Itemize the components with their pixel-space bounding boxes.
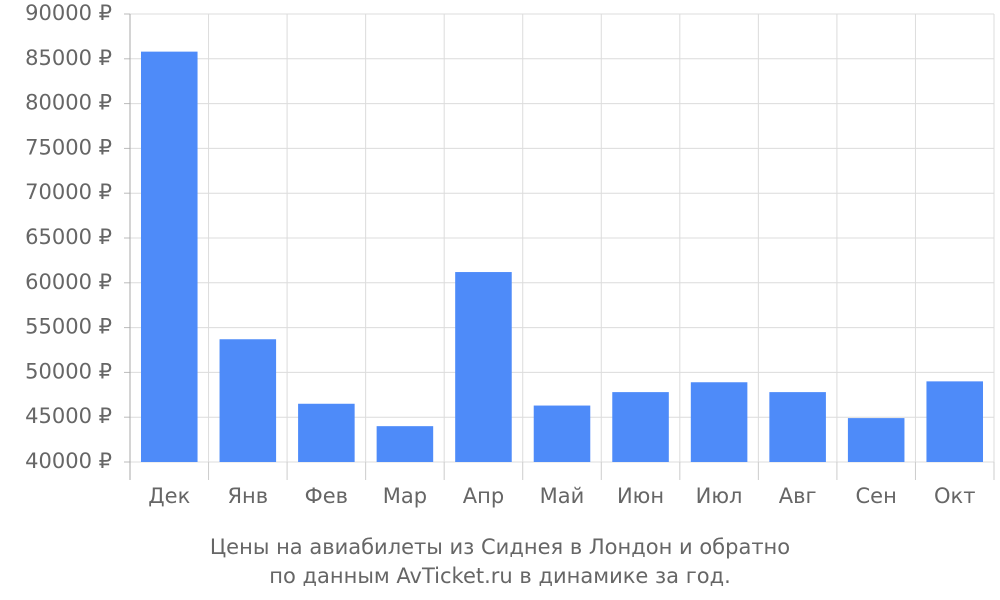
y-tick-label: 55000 ₽ — [25, 315, 112, 339]
bar — [612, 392, 669, 462]
x-tick-label: Июл — [696, 484, 743, 508]
chart-title: по данным AvTicket.ru в динамике за год. — [269, 564, 731, 588]
x-tick-label: Янв — [227, 484, 268, 508]
x-tick-label: Дек — [148, 484, 190, 508]
x-tick-label: Авг — [779, 484, 817, 508]
y-tick-label: 85000 ₽ — [25, 46, 112, 70]
y-tick-label: 75000 ₽ — [25, 135, 112, 159]
x-tick-label: Июн — [617, 484, 664, 508]
y-tick-label: 40000 ₽ — [25, 449, 112, 473]
bar — [533, 405, 591, 462]
bar — [690, 382, 748, 462]
y-tick-label: 50000 ₽ — [25, 359, 112, 383]
y-tick-label: 65000 ₽ — [25, 225, 112, 249]
bar — [455, 272, 512, 462]
y-tick-label: 80000 ₽ — [25, 91, 112, 115]
x-tick-label: Окт — [934, 484, 975, 508]
x-tick-label: Апр — [463, 484, 504, 508]
bar — [926, 381, 984, 462]
y-tick-label: 70000 ₽ — [25, 180, 112, 204]
bar — [140, 51, 198, 463]
x-tick-label: Май — [540, 484, 585, 508]
bar — [219, 339, 277, 462]
x-tick-label: Мар — [383, 484, 427, 508]
bar — [298, 403, 355, 462]
y-tick-label: 45000 ₽ — [25, 404, 112, 428]
chart-title: Цены на авиабилеты из Сиднея в Лондон и … — [210, 535, 790, 559]
y-tick-label: 60000 ₽ — [25, 270, 112, 294]
y-tick-label: 90000 ₽ — [25, 1, 112, 25]
x-tick-label: Сен — [856, 484, 897, 508]
bar — [376, 426, 434, 462]
x-tick-label: Фев — [305, 484, 348, 508]
bar — [847, 418, 905, 462]
bar — [769, 392, 826, 462]
